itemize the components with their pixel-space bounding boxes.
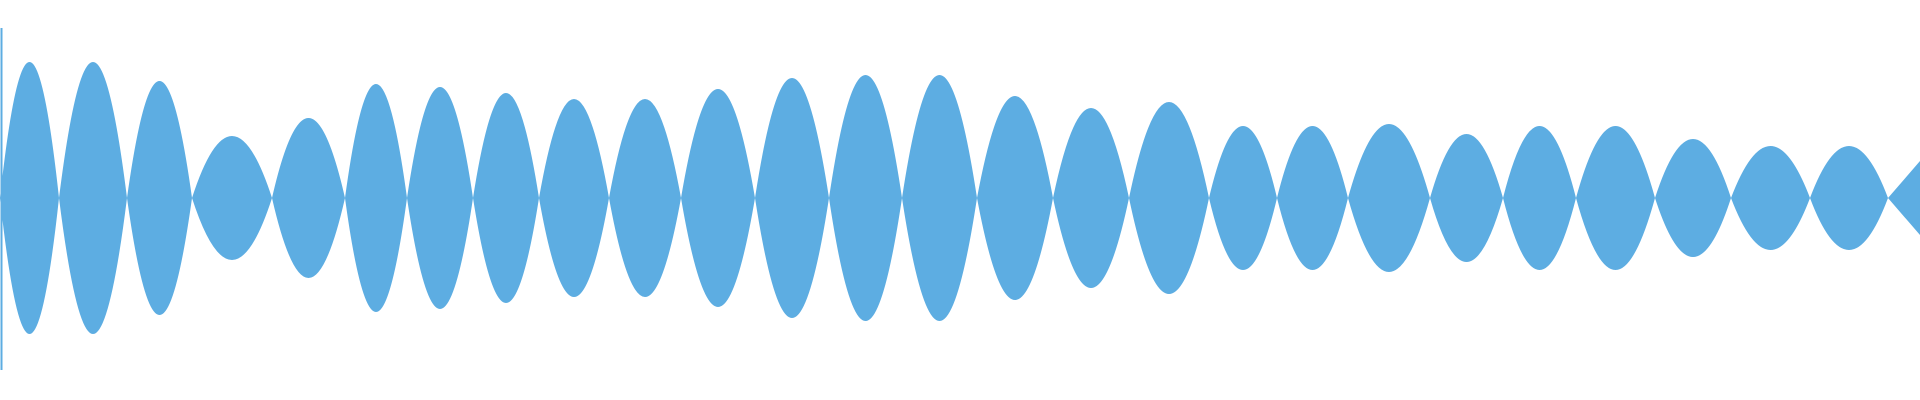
waveform-envelope: [0, 62, 1920, 334]
